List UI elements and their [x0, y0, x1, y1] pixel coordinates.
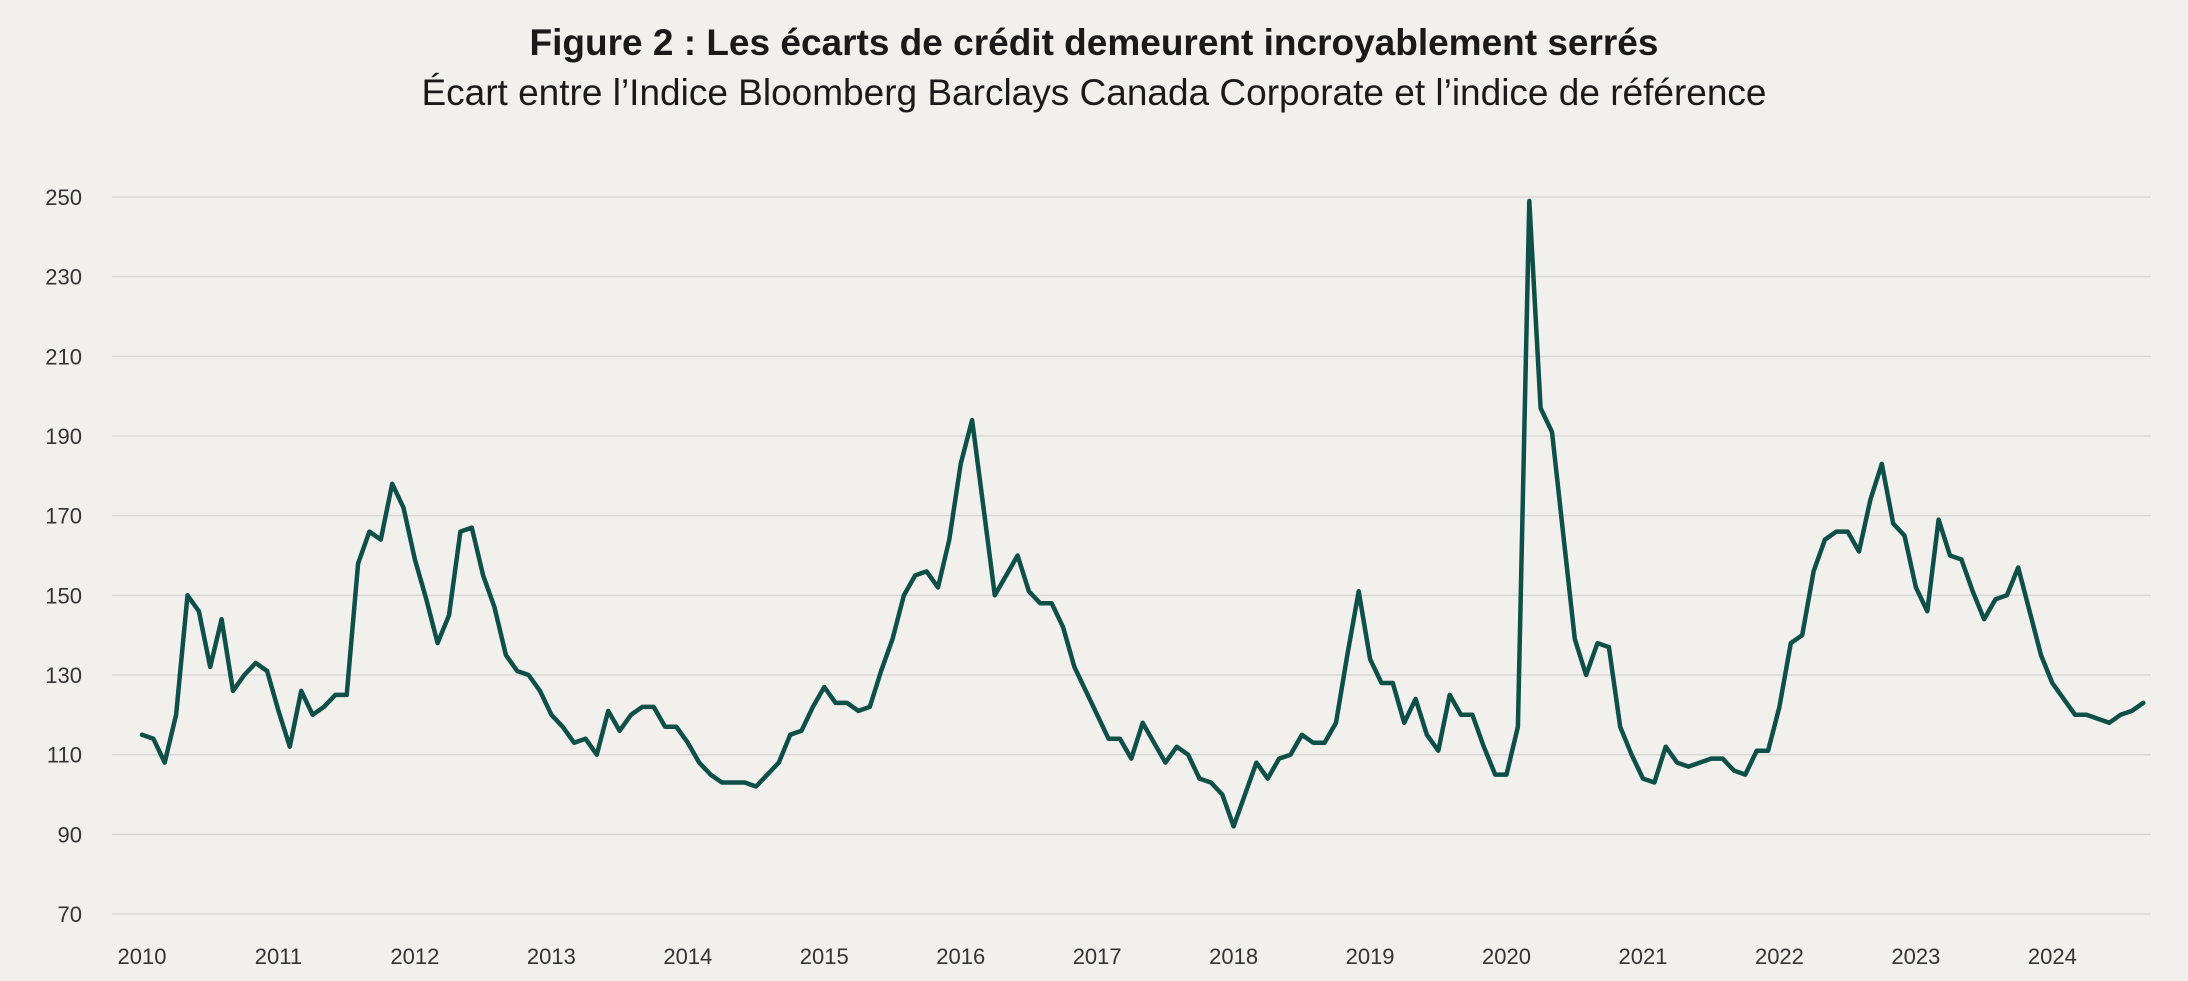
- x-tick-label: 2011: [255, 944, 302, 969]
- x-tick-label: 2013: [527, 944, 576, 969]
- x-tick-label: 2016: [936, 944, 985, 969]
- y-tick-label: 170: [45, 504, 82, 529]
- y-tick-label: 70: [58, 902, 82, 927]
- series-lines: [139, 198, 2146, 829]
- x-tick-label: 2012: [390, 944, 439, 969]
- series-line-spread: [139, 198, 2146, 829]
- y-tick-label: 130: [45, 663, 82, 688]
- chart-titles: Figure 2 : Les écarts de crédit demeuren…: [0, 18, 2188, 118]
- x-tick-label: 2015: [800, 944, 849, 969]
- y-tick-label: 210: [45, 344, 82, 369]
- gridlines: [112, 196, 2151, 915]
- y-tick-label: 230: [45, 265, 82, 290]
- x-tick-label: 2021: [1619, 944, 1668, 969]
- x-tick-label: 2024: [2028, 944, 2077, 969]
- x-tick-label: 2017: [1073, 944, 1122, 969]
- x-tick-label: 2019: [1346, 944, 1395, 969]
- y-axis-ticks: 250 230 210 190 170 150 130 110 90 70: [45, 185, 82, 927]
- x-tick-label: 2020: [1482, 944, 1531, 969]
- y-tick-label: 110: [47, 743, 82, 768]
- y-tick-label: 150: [45, 583, 82, 608]
- x-axis-ticks: 2010 2011 2012 2013 2014 2015 2016 2017 2018 2019…: [118, 944, 2077, 969]
- x-tick-label: 2022: [1755, 944, 1804, 969]
- y-tick-label: 90: [58, 822, 82, 847]
- x-tick-label: 2018: [1209, 944, 1258, 969]
- y-tick-label: 250: [45, 185, 82, 210]
- y-tick-label: 190: [45, 424, 82, 449]
- x-tick-label: 2023: [1891, 944, 1940, 969]
- chart-subtitle: Écart entre l’Indice Bloomberg Barclays …: [421, 72, 1767, 113]
- chart-title: Figure 2 : Les écarts de crédit demeuren…: [529, 22, 1659, 63]
- x-tick-label: 2010: [118, 944, 167, 969]
- x-tick-label: 2014: [663, 944, 712, 969]
